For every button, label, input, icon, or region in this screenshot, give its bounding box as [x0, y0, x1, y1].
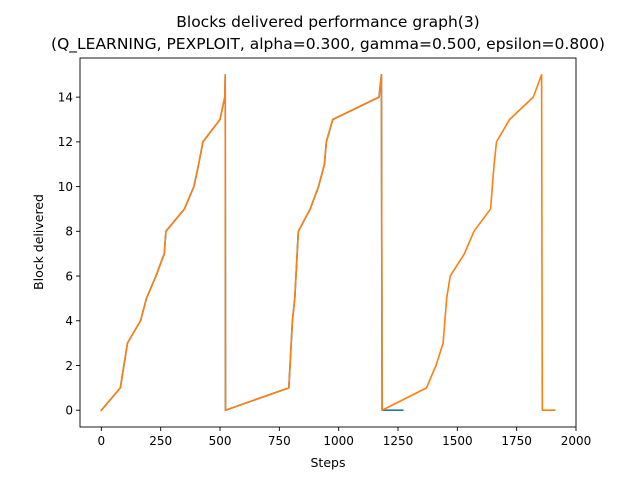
x-tick-label: 500	[209, 434, 232, 448]
y-tick-label: 10	[58, 180, 73, 194]
y-tick-label: 14	[58, 90, 73, 104]
x-tick-label: 0	[98, 434, 106, 448]
y-tick-label: 6	[65, 269, 73, 283]
x-tick-label: 2000	[561, 434, 592, 448]
x-tick-label: 1000	[323, 434, 354, 448]
chart-subtitle: (Q_LEARNING, PEXPLOIT, alpha=0.300, gamm…	[51, 35, 605, 54]
y-tick-label: 8	[65, 225, 73, 239]
series-line-2	[100, 73, 556, 412]
x-tick-label: 750	[268, 434, 291, 448]
x-tick-label: 250	[149, 434, 172, 448]
y-tick-label: 2	[65, 359, 73, 373]
axes-frame	[79, 57, 577, 428]
plot-area: 0 250 500 750 1000 1250 1500 1750 2000 0 2 4 6 8 10 12 1…	[58, 57, 592, 448]
y-tick-label: 12	[58, 135, 73, 149]
y-tick-label: 0	[65, 404, 73, 418]
x-tick-label: 1250	[383, 434, 414, 448]
x-axis-label: Steps	[311, 455, 346, 470]
y-axis-label: Block delivered	[31, 194, 46, 290]
y-tick-label: 4	[65, 314, 73, 328]
chart-title: Blocks delivered performance graph(3)	[176, 13, 479, 31]
x-tick-label: 1750	[501, 434, 532, 448]
x-tick-label: 1500	[442, 434, 473, 448]
